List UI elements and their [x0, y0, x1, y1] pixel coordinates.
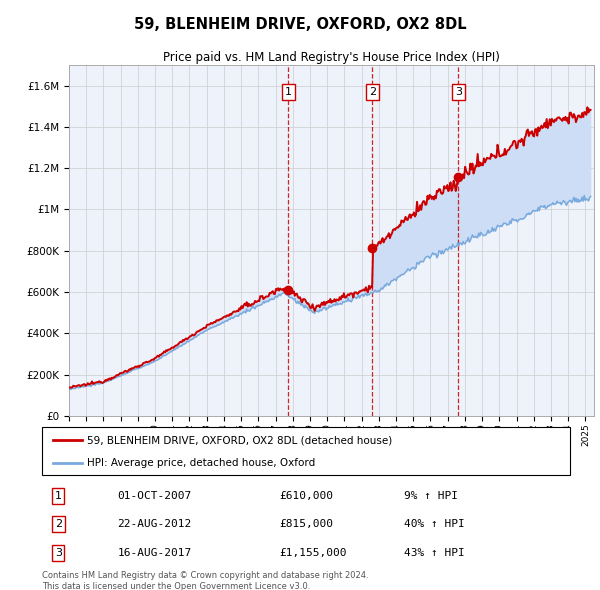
Text: 59, BLENHEIM DRIVE, OXFORD, OX2 8DL (detached house): 59, BLENHEIM DRIVE, OXFORD, OX2 8DL (det… [87, 435, 392, 445]
Text: £815,000: £815,000 [280, 519, 334, 529]
Text: 1: 1 [285, 87, 292, 97]
Text: 3: 3 [455, 87, 462, 97]
Text: Contains HM Land Registry data © Crown copyright and database right 2024.
This d: Contains HM Land Registry data © Crown c… [42, 571, 368, 590]
Text: 2: 2 [55, 519, 62, 529]
Title: Price paid vs. HM Land Registry's House Price Index (HPI): Price paid vs. HM Land Registry's House … [163, 51, 500, 64]
FancyBboxPatch shape [42, 427, 570, 475]
Text: 2: 2 [369, 87, 376, 97]
Text: £610,000: £610,000 [280, 491, 334, 501]
Text: 59, BLENHEIM DRIVE, OXFORD, OX2 8DL: 59, BLENHEIM DRIVE, OXFORD, OX2 8DL [134, 17, 466, 31]
Text: 9% ↑ HPI: 9% ↑ HPI [404, 491, 458, 501]
Text: 43% ↑ HPI: 43% ↑ HPI [404, 548, 464, 558]
Text: 1: 1 [55, 491, 62, 501]
Text: HPI: Average price, detached house, Oxford: HPI: Average price, detached house, Oxfo… [87, 458, 315, 468]
Text: 22-AUG-2012: 22-AUG-2012 [118, 519, 192, 529]
Text: 16-AUG-2017: 16-AUG-2017 [118, 548, 192, 558]
Text: 40% ↑ HPI: 40% ↑ HPI [404, 519, 464, 529]
Text: £1,155,000: £1,155,000 [280, 548, 347, 558]
Text: 3: 3 [55, 548, 62, 558]
Text: 01-OCT-2007: 01-OCT-2007 [118, 491, 192, 501]
